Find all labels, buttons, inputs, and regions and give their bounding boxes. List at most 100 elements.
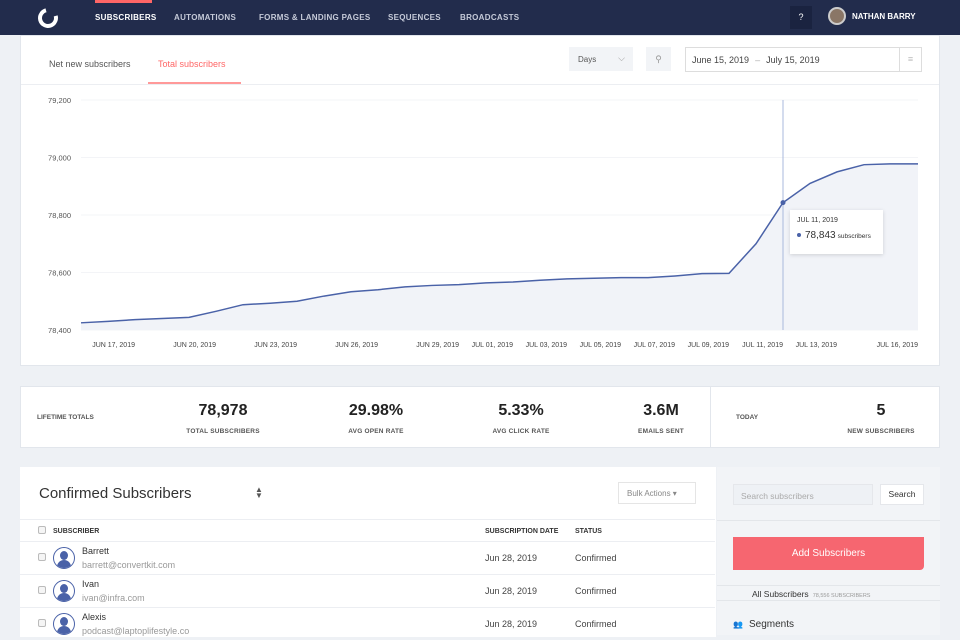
x-tick-label: JUL 01, 2019 <box>472 342 513 349</box>
sort-icon[interactable]: ▲ ▼ <box>255 485 263 500</box>
x-tick-label: JUL 07, 2019 <box>634 342 675 349</box>
subscriber-email: podcast@laptoplifestyle.co <box>82 626 190 636</box>
row-checkbox[interactable] <box>38 586 46 594</box>
stat-label: TOTAL SUBSCRIBERS <box>186 428 260 435</box>
x-tick-label: JUN 26, 2019 <box>335 342 378 349</box>
y-tick-label: 78,800 <box>48 211 71 220</box>
row-checkbox[interactable] <box>38 619 46 627</box>
x-tick-label: JUL 13, 2019 <box>796 342 837 349</box>
subscribers-sidebar: Search subscribers Search Add Subscriber… <box>717 467 940 635</box>
lifetime-label: LIFETIME TOTALS <box>37 414 94 421</box>
add-subscribers-button[interactable]: Add Subscribers <box>733 537 924 570</box>
user-menu[interactable]: NATHAN BARRY <box>852 12 916 21</box>
date-sep: – <box>755 55 761 65</box>
filter-button[interactable]: ⚲ <box>646 47 671 71</box>
x-tick-label: JUN 23, 2019 <box>254 342 297 349</box>
stat-value: 3.6M <box>643 402 679 419</box>
col-date[interactable]: SUBSCRIPTION DATE <box>485 528 559 535</box>
table-row[interactable]: Barrett barrett@convertkit.com Jun 28, 2… <box>20 541 715 574</box>
subscription-date: Jun 28, 2019 <box>485 586 538 596</box>
tooltip-date: JUL 11, 2019 <box>797 217 838 224</box>
search-input[interactable]: Search subscribers <box>733 484 873 505</box>
tooltip-value: 78,843 <box>805 230 836 241</box>
stat-label: AVG OPEN RATE <box>348 428 404 435</box>
status: Confirmed <box>575 586 617 596</box>
x-tick-label: JUN 17, 2019 <box>92 342 135 349</box>
x-tick-label: JUL 16, 2019 <box>877 342 918 349</box>
active-indicator <box>95 0 152 3</box>
active-tab-underline <box>148 82 241 84</box>
tooltip-unit: subscribers <box>837 233 871 240</box>
search-button[interactable]: Search <box>880 484 924 505</box>
stat-value: 29.98% <box>348 402 404 419</box>
today-label: TODAY <box>736 414 759 421</box>
stat-value: 78,978 <box>198 402 248 419</box>
table-row[interactable]: Ivan ivan@infra.com Jun 28, 2019 Confirm… <box>20 574 715 607</box>
segments-section[interactable]: 👥 Segments <box>733 619 794 630</box>
x-tick-label: JUL 03, 2019 <box>526 342 567 349</box>
nav-broadcasts[interactable]: BROADCASTS <box>460 13 520 22</box>
nav-sequences[interactable]: SEQUENCES <box>388 13 441 22</box>
tab-total[interactable]: Total subscribers <box>158 59 226 69</box>
subscriber-email: ivan@infra.com <box>82 593 145 603</box>
stat-new-subscribers: 5 NEW SUBSCRIBERS <box>831 402 931 435</box>
stat-value: 5.33% <box>498 402 544 419</box>
nav-automations[interactable]: AUTOMATIONS <box>174 13 237 22</box>
status: Confirmed <box>575 553 617 563</box>
chart-tooltip: JUL 11, 2019 78,843 subscribers <box>790 210 883 254</box>
x-tick-label: JUL 09, 2019 <box>688 342 729 349</box>
chart-card: Net new subscribers Total subscribers Da… <box>20 35 940 366</box>
subscription-date: Jun 28, 2019 <box>485 553 538 563</box>
chevron-down-icon: ⌵ <box>618 53 625 63</box>
col-status[interactable]: STATUS <box>575 528 602 535</box>
avatar-icon <box>53 613 75 635</box>
nav-subscribers[interactable]: SUBSCRIBERS <box>95 13 157 22</box>
menu-icon[interactable]: ≡ <box>899 48 921 71</box>
date-range-input[interactable]: June 15, 2019– July 15, 2019 ≡ <box>685 47 922 72</box>
tab-net-new[interactable]: Net new subscribers <box>49 59 131 69</box>
table-row[interactable]: Alexis podcast@laptoplifestyle.co Jun 28… <box>20 607 715 640</box>
subscriber-name[interactable]: Ivan <box>82 579 100 589</box>
x-tick-label: JUL 05, 2019 <box>580 342 621 349</box>
all-subscribers-count: 78,556 SUBSCRIBERS <box>812 593 871 599</box>
all-subscribers-link[interactable]: All Subscribers 78,556 SUBSCRIBERS <box>717 585 940 601</box>
top-nav: SUBSCRIBERS AUTOMATIONS FORMS & LANDING … <box>0 0 960 35</box>
subscribers-table: Confirmed Subscribers ▲ ▼ Bulk Actions ▾ … <box>20 467 716 637</box>
stat-value: 5 <box>876 402 886 419</box>
bulk-actions-button[interactable]: Bulk Actions ▾ <box>618 482 696 504</box>
subscribers-chart: 78,400 78,600 78,800 79,000 79,200 JUN 17, 20… <box>48 96 918 349</box>
divider <box>21 84 939 85</box>
date-start: June 15, 2019 <box>692 55 750 65</box>
filter-icon: ⚲ <box>655 54 662 64</box>
stat-total-subscribers: 78,978 TOTAL SUBSCRIBERS <box>173 402 273 435</box>
convertkit-logo-icon[interactable] <box>34 4 62 32</box>
status: Confirmed <box>575 619 617 629</box>
stat-open-rate: 29.98% AVG OPEN RATE <box>326 402 426 435</box>
help-button[interactable]: ? <box>790 6 812 29</box>
subscription-date: Jun 28, 2019 <box>485 619 538 629</box>
x-tick-label: JUL 11, 2019 <box>742 342 783 349</box>
row-checkbox[interactable] <box>38 553 46 561</box>
table-title[interactable]: Confirmed Subscribers <box>39 485 192 502</box>
y-tick-label: 79,200 <box>48 96 71 105</box>
y-tick-label: 78,600 <box>48 269 71 278</box>
x-tick-label: JUN 20, 2019 <box>173 342 216 349</box>
interval-select[interactable]: Days ⌵ <box>569 47 633 71</box>
stat-emails-sent: 3.6M EMAILS SENT <box>611 402 711 435</box>
y-tick-label: 79,000 <box>48 154 71 163</box>
users-icon: 👥 <box>733 620 743 629</box>
divider <box>710 387 711 447</box>
data-point <box>780 200 786 206</box>
subscriber-name[interactable]: Barrett <box>82 546 110 556</box>
y-tick-label: 78,400 <box>48 326 71 335</box>
x-tick-label: JUN 29, 2019 <box>416 342 459 349</box>
avatar[interactable] <box>828 7 846 25</box>
stat-label: EMAILS SENT <box>638 428 684 435</box>
select-all-checkbox[interactable] <box>38 526 46 534</box>
stat-label: AVG CLICK RATE <box>492 428 550 435</box>
area-fill <box>81 163 918 330</box>
nav-forms[interactable]: FORMS & LANDING PAGES <box>259 13 371 22</box>
avatar-icon <box>53 547 75 569</box>
col-subscriber[interactable]: SUBSCRIBER <box>53 528 100 535</box>
subscriber-name[interactable]: Alexis <box>82 612 107 622</box>
